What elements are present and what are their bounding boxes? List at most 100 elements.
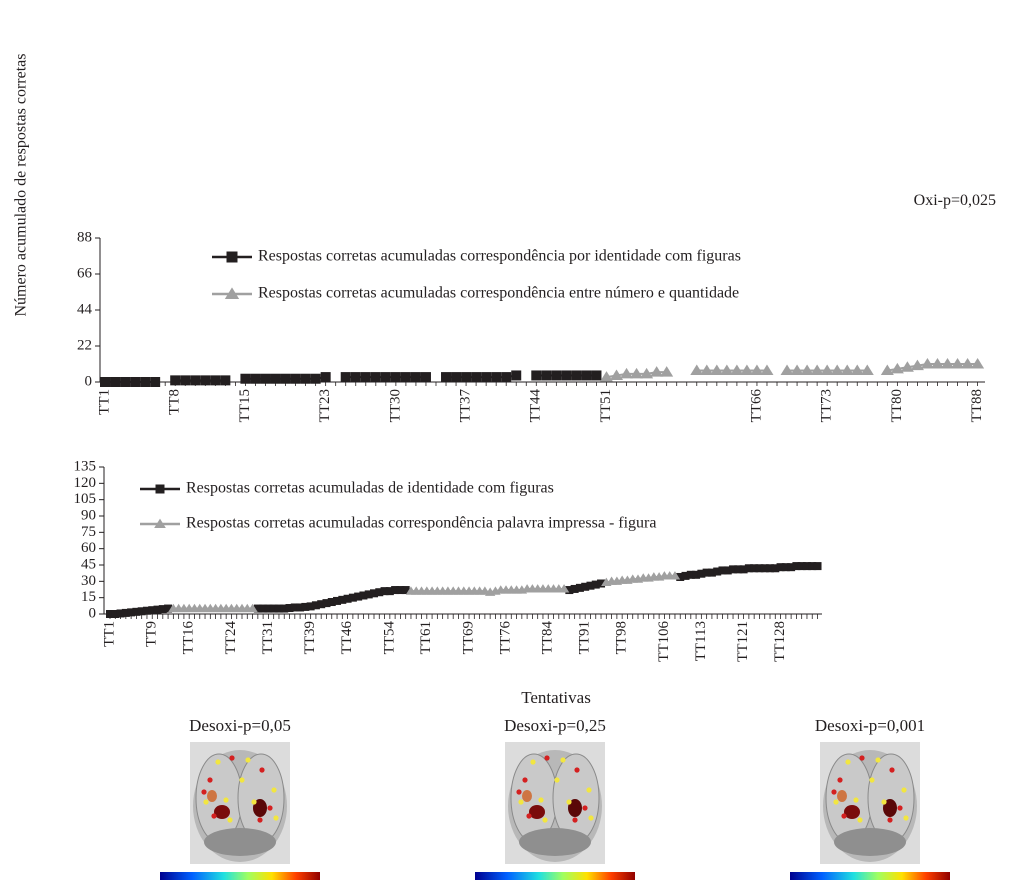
data-point (565, 586, 574, 595)
data-point (364, 590, 373, 599)
x-tick-label: TT51 (598, 389, 614, 422)
x-tick-label: TT98 (614, 621, 630, 654)
data-point (285, 604, 294, 613)
data-point (766, 564, 774, 573)
optode (526, 813, 532, 819)
data-point (690, 364, 704, 376)
data-point (380, 372, 391, 383)
data-point (200, 375, 211, 386)
data-point (130, 377, 141, 387)
activation (883, 799, 897, 817)
y-tick-label: 0 (89, 605, 97, 621)
data-point (461, 372, 472, 383)
data-point (729, 565, 738, 574)
data-point (561, 370, 572, 381)
data-point (333, 596, 342, 605)
optode (544, 755, 550, 761)
data-point (370, 589, 378, 598)
data-point (790, 364, 804, 376)
data-point (860, 364, 874, 376)
data-point (274, 604, 283, 613)
activation (529, 805, 545, 819)
data-point (343, 594, 352, 603)
data-point (800, 364, 814, 376)
data-point (250, 373, 261, 384)
data-point (158, 605, 167, 614)
data-point (247, 603, 258, 613)
data-point (111, 610, 120, 618)
data-point (410, 372, 421, 383)
data-point (720, 364, 734, 376)
data-point (240, 373, 251, 384)
data-point (270, 373, 281, 384)
optode (522, 777, 528, 783)
data-point (702, 568, 711, 577)
activation (253, 799, 267, 817)
optode (853, 797, 859, 803)
data-point (350, 372, 361, 383)
data-point (776, 563, 785, 572)
optode (215, 759, 221, 765)
optode (273, 815, 279, 821)
data-point (760, 364, 774, 376)
optode (586, 787, 592, 793)
data-point (669, 571, 681, 580)
data-point (771, 564, 780, 573)
data-point (740, 364, 754, 376)
x-axis-label: Tentativas (521, 688, 591, 707)
activation (207, 790, 217, 802)
x-tick-label: TT66 (748, 389, 764, 423)
data-point (390, 372, 401, 383)
optode (574, 767, 580, 773)
data-point (813, 562, 822, 571)
legend-label: Respostas corretas acumuladas correspond… (186, 515, 656, 532)
data-point (730, 364, 744, 376)
optode (251, 799, 257, 805)
data-point (586, 581, 595, 590)
y-tick-label: 30 (81, 573, 96, 589)
optode (542, 817, 548, 823)
data-point (734, 565, 743, 574)
data-point (713, 567, 722, 576)
data-point (750, 364, 764, 376)
data-point (400, 372, 411, 383)
optode (903, 815, 909, 821)
optode (516, 789, 522, 795)
data-point (420, 372, 431, 383)
data-point (348, 593, 357, 602)
optode (257, 817, 263, 823)
data-point (375, 588, 384, 597)
data-point (380, 587, 389, 596)
data-point (707, 568, 716, 577)
data-point (723, 566, 732, 575)
data-point (575, 583, 584, 592)
legend-marker (155, 484, 165, 494)
data-point (220, 375, 231, 386)
data-point (310, 373, 321, 384)
optode (901, 787, 907, 793)
data-point (797, 562, 806, 571)
data-point (322, 599, 331, 608)
data-point (301, 602, 310, 611)
optode (881, 799, 887, 805)
x-tick-label: TT46 (339, 621, 355, 655)
data-point (971, 358, 985, 369)
data-point (900, 361, 914, 372)
x-tick-label: TT37 (458, 389, 474, 423)
data-point (755, 564, 764, 573)
data-point (792, 562, 801, 571)
data-point (686, 570, 695, 579)
data-point (137, 607, 146, 616)
data-point (780, 364, 794, 376)
y-tick-label: 88 (77, 229, 92, 245)
optode (227, 817, 233, 823)
optode (857, 817, 863, 823)
activation (568, 799, 582, 817)
data-point (106, 610, 114, 618)
data-point (810, 364, 824, 376)
data-point (153, 605, 162, 614)
data-point (890, 362, 904, 374)
x-tick-label: TT15 (237, 389, 253, 422)
x-tick-label: TT54 (381, 621, 397, 655)
